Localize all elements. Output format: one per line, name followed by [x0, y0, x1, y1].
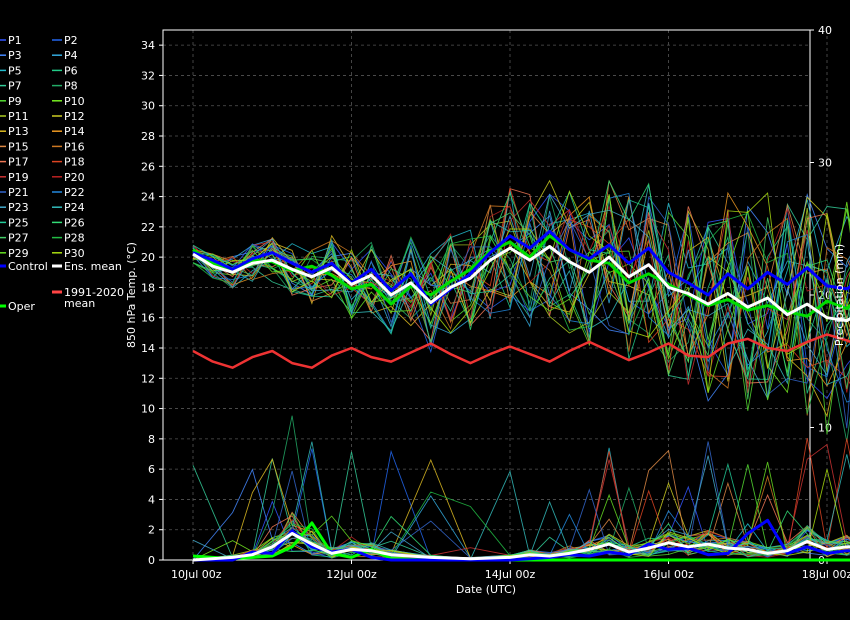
- legend-label: P7: [8, 80, 22, 93]
- legend-label: P28: [64, 232, 85, 245]
- y-tick-label: 10: [141, 403, 155, 416]
- legend-label: P23: [8, 201, 29, 214]
- y-tick-label: 28: [141, 130, 155, 143]
- x-tick-label: 16Jul 00z: [643, 568, 694, 581]
- legend-label: P9: [8, 95, 22, 108]
- y-tick-label: 14: [141, 342, 155, 355]
- x-tick-label: 18Jul 00z: [802, 568, 850, 581]
- legend-label: P30: [64, 247, 85, 260]
- x-tick-label: 14Jul 00z: [485, 568, 536, 581]
- y2-tick-label: 40: [818, 24, 832, 37]
- y-tick-label: 4: [148, 493, 155, 506]
- member-precip-line: [192, 474, 850, 561]
- legend-label: P4: [64, 49, 78, 62]
- legend-label: P3: [8, 49, 22, 62]
- legend-label: P29: [8, 247, 29, 260]
- member-temp-line: [192, 212, 850, 414]
- y2-axis-label: Precipitation (mm): [833, 244, 846, 346]
- control-line: [192, 229, 850, 306]
- y-tick-label: 8: [148, 433, 155, 446]
- legend-label: 1991-2020: [64, 286, 124, 299]
- member-temp-line: [192, 191, 850, 380]
- legend-label: P22: [64, 186, 85, 199]
- member-temp-line: [192, 211, 850, 435]
- ens-mean-line: [192, 245, 850, 323]
- y-tick-label: 26: [141, 160, 155, 173]
- oper-precip-line: [192, 521, 850, 562]
- member-temp-line: [192, 205, 850, 416]
- control-precip-line: [193, 518, 850, 562]
- legend-label: Control: [8, 260, 48, 273]
- y2-tick-label: 10: [818, 422, 832, 435]
- legend-label: P17: [8, 156, 29, 169]
- chart-legend: P1 P2 P3 P4 P5 P6 P7 P8 P9 P10 P11 P12 P13 P14 P15 P16 P…: [0, 34, 124, 313]
- legend-label: P2: [64, 34, 78, 47]
- legend-label: P16: [64, 140, 85, 153]
- y-tick-label: 32: [141, 69, 155, 82]
- y2-tick-label: 30: [818, 157, 832, 170]
- member-temp-line: [192, 205, 850, 393]
- x-tick-label: 10Jul 00z: [171, 568, 222, 581]
- legend-label: P19: [8, 171, 29, 184]
- y-tick-label: 34: [141, 39, 155, 52]
- legend-label: P12: [64, 110, 85, 123]
- 1991-2020-mean-line: [192, 333, 850, 369]
- member-temp-line: [192, 196, 850, 429]
- legend-label: P24: [64, 201, 85, 214]
- y-tick-label: 20: [141, 251, 155, 264]
- member-temp-line: [192, 193, 850, 400]
- legend-label: P27: [8, 232, 29, 245]
- member-precip-line: [192, 461, 850, 561]
- y-axis-label: 850 hPa Temp. (°C): [125, 242, 138, 348]
- member-precip-line: [192, 451, 850, 559]
- y-tick-label: 30: [141, 100, 155, 113]
- legend-label: P20: [64, 171, 85, 184]
- ens-mean-precip-line: [192, 532, 850, 562]
- legend-label: P18: [64, 156, 85, 169]
- y-tick-label: 12: [141, 372, 155, 385]
- legend-label: P13: [8, 125, 29, 138]
- chart-series: [192, 179, 850, 562]
- legend-label: P1: [8, 34, 22, 47]
- legend-label: P21: [8, 186, 29, 199]
- member-temp-line: [192, 189, 850, 393]
- y-tick-label: 0: [148, 554, 155, 567]
- member-temp-line: [192, 194, 850, 401]
- legend-label: P5: [8, 64, 22, 77]
- y-tick-label: 16: [141, 312, 155, 325]
- chart-title: Udine (IT) 850 hPa Temp. & Precipitation…: [152, 2, 717, 22]
- legend-label: P6: [64, 64, 78, 77]
- legend-label: P26: [64, 216, 85, 229]
- member-temp-line: [192, 187, 850, 385]
- legend-label: Ens. mean: [64, 260, 122, 273]
- x-axis-label: Date (UTC): [456, 583, 516, 596]
- chart-axes: 0246810121416182022242628303234010203040…: [141, 24, 850, 581]
- member-precip-line: [192, 455, 850, 560]
- member-temp-line: [192, 199, 850, 363]
- y-tick-label: 6: [148, 463, 155, 476]
- y-tick-label: 18: [141, 281, 155, 294]
- legend-label: P14: [64, 125, 85, 138]
- y-tick-label: 22: [141, 221, 155, 234]
- legend-label: P25: [8, 216, 29, 229]
- footer-source: Wetterzentrale.de: [651, 590, 795, 609]
- x-tick-label: 12Jul 00z: [326, 568, 377, 581]
- footer-model: GFS Ensemble, 46N, 13E: [120, 590, 318, 609]
- legend-label: P8: [64, 80, 78, 93]
- y-tick-label: 24: [141, 191, 155, 204]
- legend-label: mean: [64, 297, 95, 310]
- legend-label: P15: [8, 140, 29, 153]
- y-tick-label: 2: [148, 524, 155, 537]
- legend-label: P11: [8, 110, 29, 123]
- member-temp-line: [192, 179, 850, 378]
- legend-label: P10: [64, 95, 85, 108]
- legend-label: Oper: [8, 300, 35, 313]
